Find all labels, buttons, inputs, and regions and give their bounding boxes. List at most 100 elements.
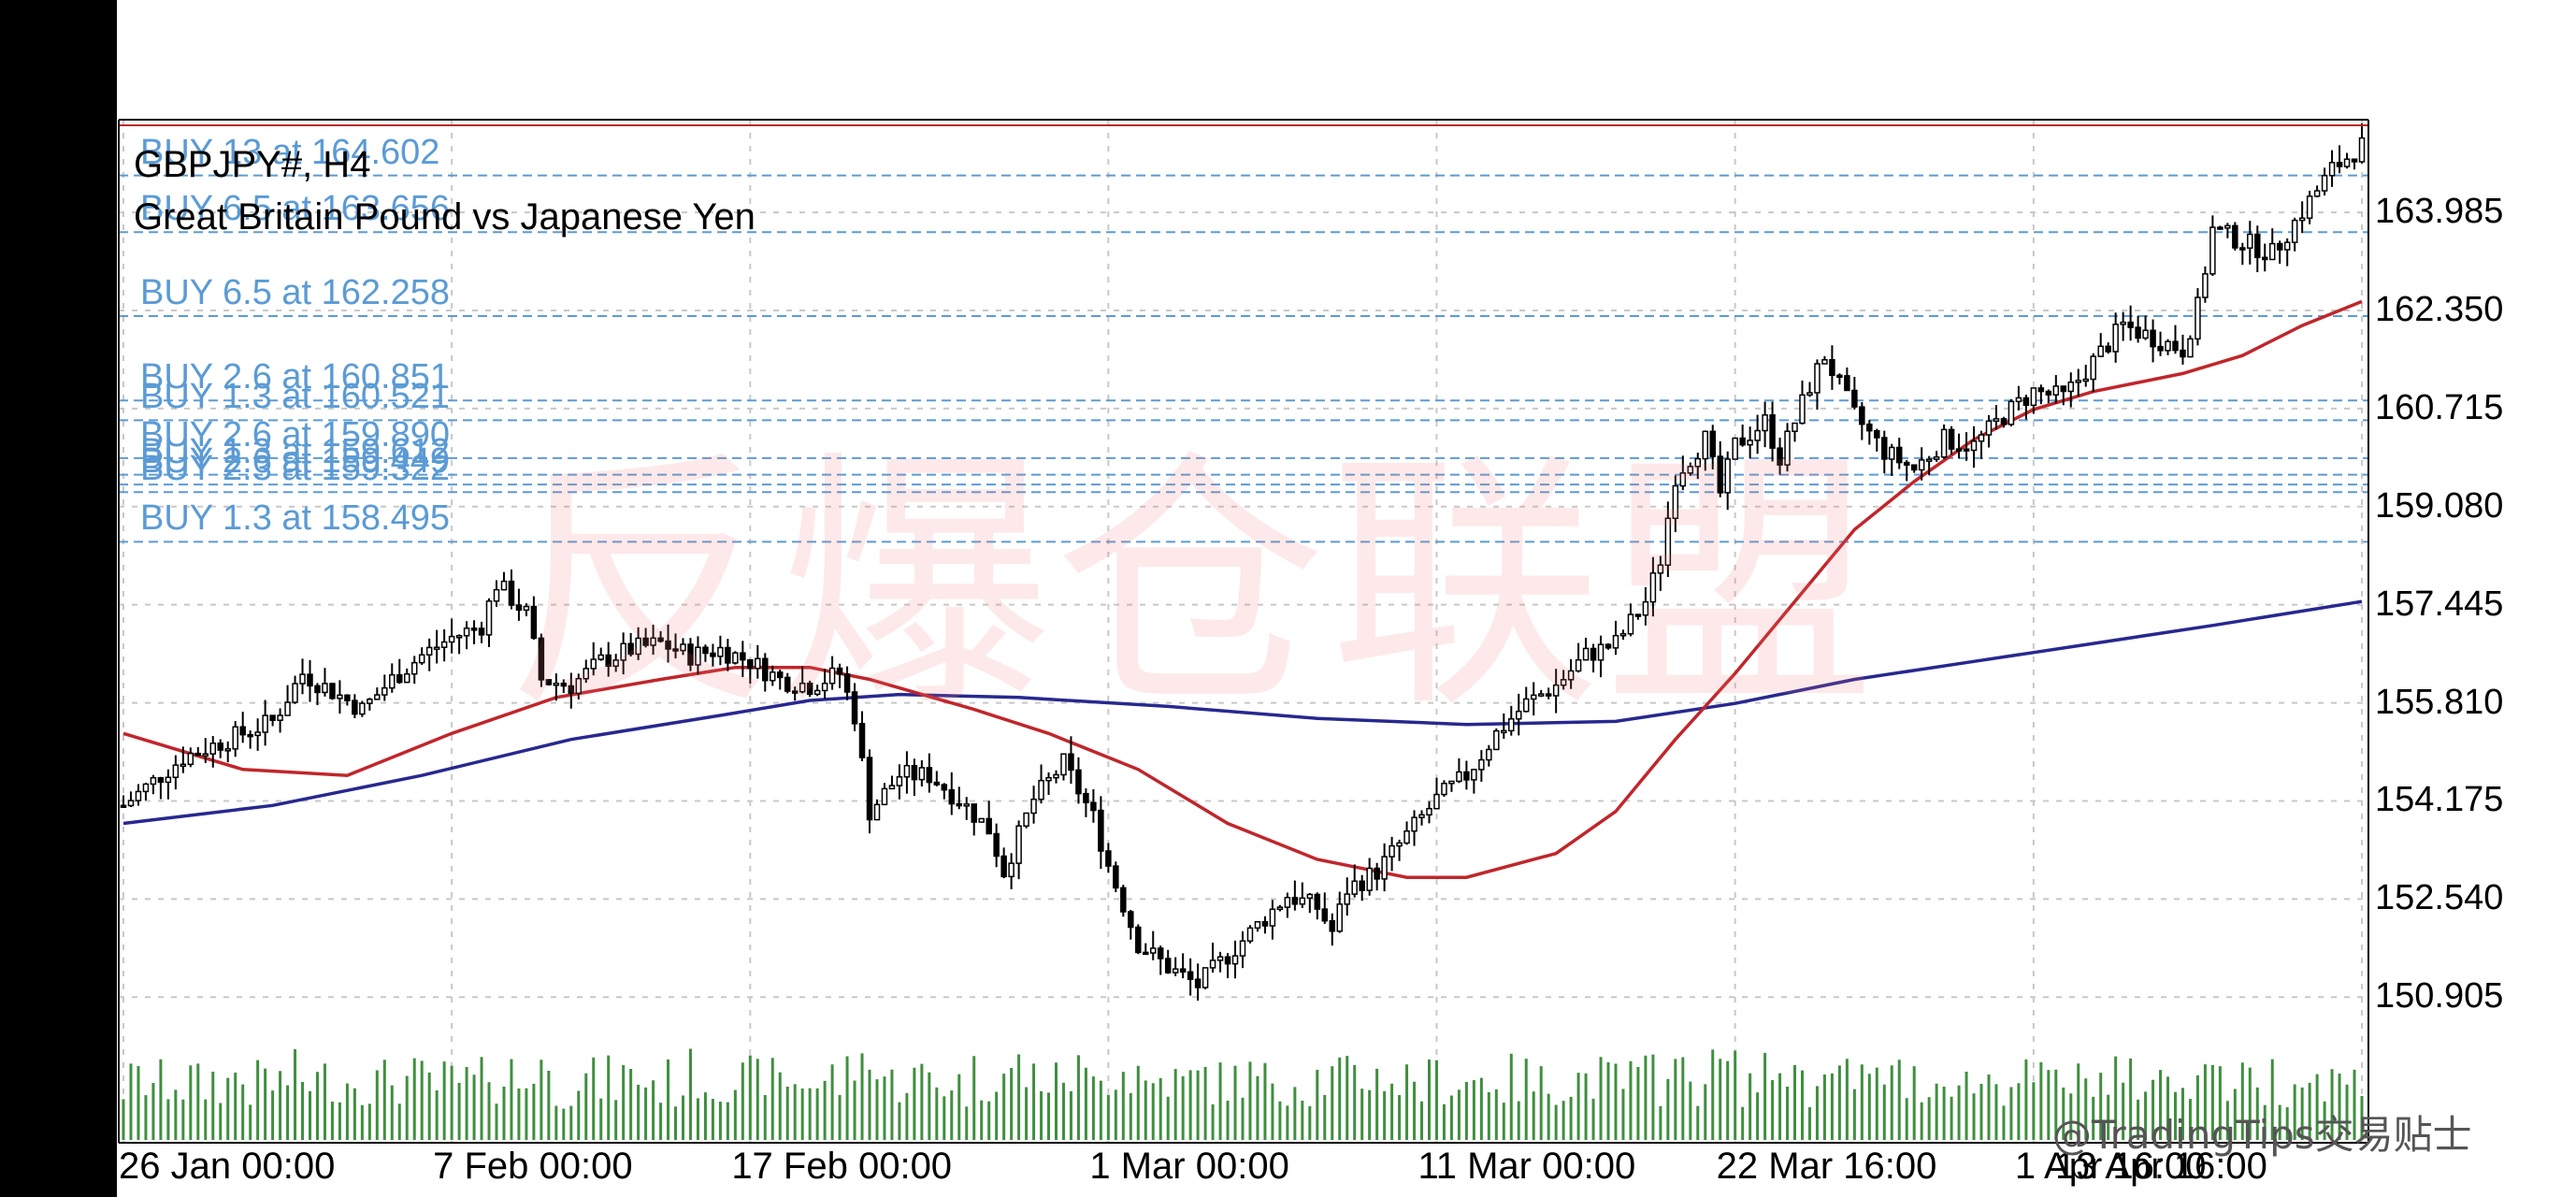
candle-body bbox=[568, 685, 575, 695]
candle-body bbox=[2075, 380, 2082, 383]
candle-body bbox=[508, 580, 515, 606]
candle-body bbox=[627, 642, 634, 656]
candle-body bbox=[1269, 908, 1276, 927]
buy-order-label: BUY 13 at 164.602 bbox=[140, 132, 440, 172]
volume-layer bbox=[122, 1048, 2364, 1140]
candle-body bbox=[1739, 437, 1746, 446]
time-tick-label: 11 Mar 00:00 bbox=[1418, 1146, 1636, 1187]
candle-body bbox=[1306, 893, 1314, 900]
candle-body bbox=[680, 643, 686, 652]
candle-body bbox=[2291, 219, 2298, 243]
candle-body bbox=[1545, 693, 1552, 697]
candle-body bbox=[941, 784, 948, 791]
left-black-bar bbox=[0, 0, 117, 1197]
candle-body bbox=[597, 654, 604, 660]
candle-body bbox=[806, 682, 813, 696]
candle-body bbox=[2008, 400, 2015, 425]
candle-body bbox=[687, 643, 694, 666]
candle-body bbox=[1239, 940, 1246, 957]
candle-body bbox=[2187, 338, 2194, 358]
candle-body bbox=[1254, 920, 1261, 930]
candle-body bbox=[1627, 613, 1634, 635]
candle-body bbox=[493, 588, 500, 602]
candle-body bbox=[1486, 748, 1492, 761]
candle-body bbox=[292, 683, 298, 703]
candle-body bbox=[1053, 773, 1059, 779]
candle-body bbox=[337, 694, 343, 699]
candle-body bbox=[1642, 600, 1649, 616]
candle-body bbox=[2247, 233, 2253, 249]
candle-body bbox=[1351, 880, 1358, 895]
candle-body bbox=[740, 652, 746, 661]
order-lines-layer bbox=[119, 174, 2368, 543]
candle-body bbox=[1426, 807, 1432, 816]
candle-body bbox=[396, 673, 403, 684]
buy-order-label: BUY 2.3 at 159.322 bbox=[140, 449, 450, 489]
candle-body bbox=[135, 790, 142, 801]
candle-body bbox=[194, 752, 202, 757]
candle-body bbox=[612, 659, 619, 668]
candle-body bbox=[1784, 430, 1791, 466]
candle-body bbox=[1008, 862, 1015, 878]
candle-body bbox=[2343, 158, 2351, 167]
candle-body bbox=[881, 787, 888, 806]
candle-body bbox=[1844, 375, 1850, 392]
candle-body bbox=[1456, 771, 1462, 783]
candle-body bbox=[1113, 865, 1119, 889]
candle-body bbox=[1657, 564, 1664, 574]
candle-body bbox=[2135, 326, 2141, 339]
candle-body bbox=[2217, 226, 2223, 230]
candle-body bbox=[470, 627, 478, 631]
candle-body bbox=[1963, 448, 1970, 452]
candle-body bbox=[1724, 458, 1731, 494]
grid-layer bbox=[119, 120, 2368, 1143]
candle-body bbox=[770, 671, 776, 682]
candle-body bbox=[1851, 389, 1858, 408]
candle-body bbox=[1806, 392, 1813, 397]
candle-body bbox=[1925, 458, 1933, 462]
candle-body bbox=[299, 673, 306, 685]
candle-body bbox=[2090, 355, 2096, 381]
ma-fast-line bbox=[122, 299, 2363, 879]
candle-body bbox=[1821, 359, 1828, 365]
candle-body bbox=[1694, 457, 1702, 468]
candle-body bbox=[1478, 758, 1485, 771]
buy-order-label: BUY 2.6 at 159.890 bbox=[140, 414, 450, 454]
candle-body bbox=[1389, 844, 1395, 858]
candle-body bbox=[425, 646, 433, 656]
candle-body bbox=[1224, 956, 1231, 965]
candle-body bbox=[1747, 440, 1753, 446]
candle-body bbox=[381, 686, 388, 696]
candle-body bbox=[1209, 959, 1216, 969]
symbol-title: GBPJPY#, H4 bbox=[134, 144, 371, 185]
candle-body bbox=[418, 654, 425, 664]
candle-body bbox=[717, 646, 724, 657]
candle-body bbox=[1537, 693, 1545, 697]
candle-body bbox=[1321, 908, 1329, 922]
candle-body bbox=[2306, 195, 2313, 219]
candle-body bbox=[1590, 647, 1597, 661]
candle-body bbox=[1567, 670, 1575, 681]
candle-body bbox=[1955, 448, 1963, 452]
candle-body bbox=[993, 832, 1000, 858]
watermark-text: 反爆仓联盟 bbox=[505, 428, 1879, 743]
candle-body bbox=[2082, 378, 2089, 382]
candle-body bbox=[165, 776, 172, 784]
candle-body bbox=[1516, 710, 1522, 720]
candle-body bbox=[455, 635, 463, 639]
candle-body bbox=[1366, 867, 1373, 891]
candle-body bbox=[1612, 634, 1619, 649]
candle-body bbox=[1329, 919, 1336, 932]
candle-body bbox=[1060, 753, 1067, 776]
moving-average-layer bbox=[122, 299, 2363, 879]
candle-body bbox=[2097, 345, 2104, 357]
candle-body bbox=[1903, 461, 1910, 466]
candle-body bbox=[776, 671, 784, 679]
price-tick-label: 155.810 bbox=[2375, 682, 2504, 722]
candle-body bbox=[1769, 414, 1776, 449]
candle-body bbox=[410, 661, 418, 675]
candle-body bbox=[2254, 233, 2261, 259]
candle-body bbox=[2209, 226, 2216, 275]
candle-body bbox=[732, 652, 739, 664]
